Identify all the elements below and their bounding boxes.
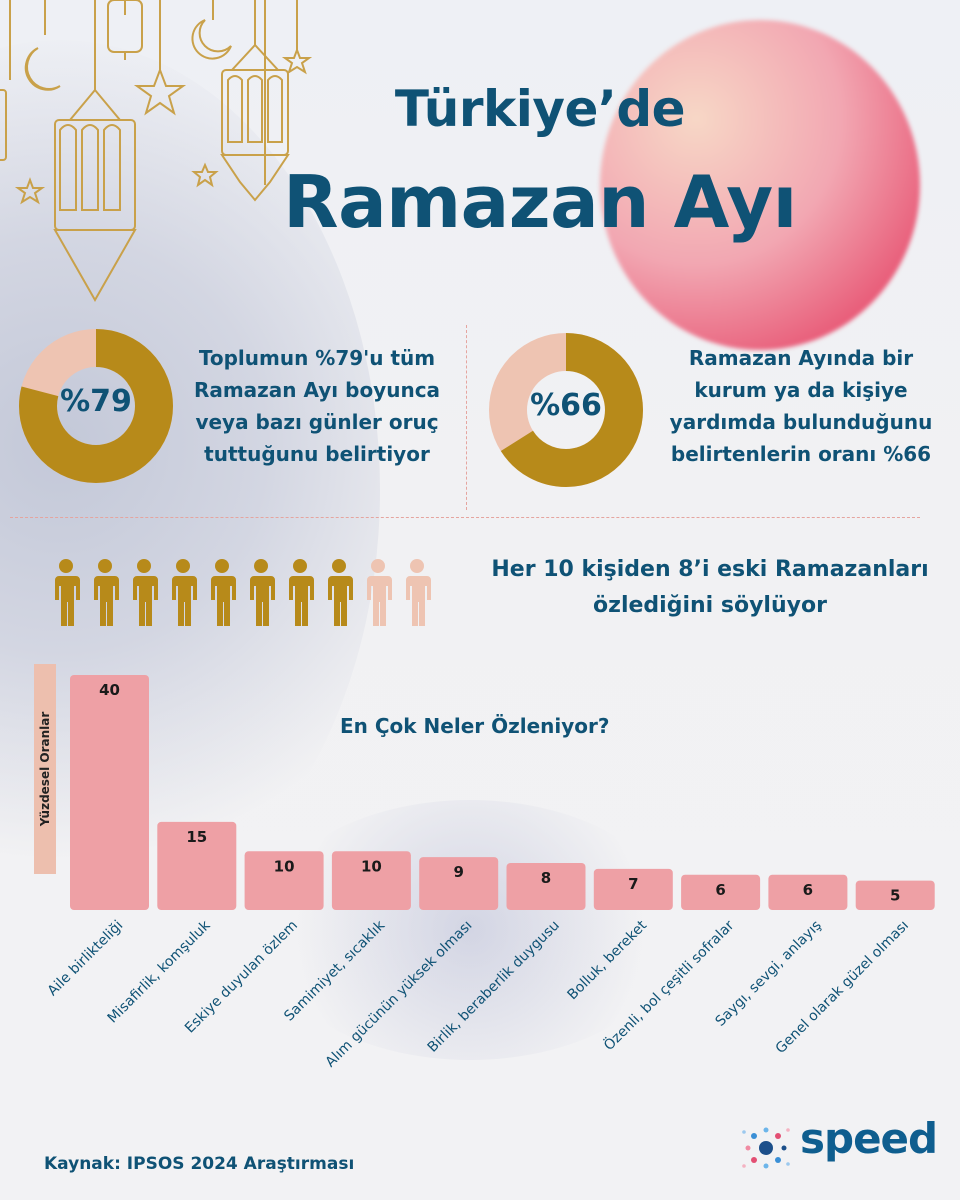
title-line-2: Ramazan Ayı (283, 160, 797, 244)
stat-line: veya bazı günler oruç (195, 410, 439, 434)
donut-chart-79 (19, 329, 173, 483)
bar-value-label: 7 (628, 875, 638, 893)
person-icon-filled (133, 559, 158, 626)
bar-value-label: 15 (186, 828, 207, 846)
person-icon-empty (406, 559, 431, 626)
person-icon-filled (211, 559, 236, 626)
chart-title: En Çok Neler Özleniyor? (340, 714, 610, 738)
title-line-1: Türkiye’de (394, 80, 686, 138)
donut-value-79: %79 (60, 384, 132, 419)
vertical-divider (466, 325, 467, 510)
bar-value-label: 9 (453, 863, 463, 881)
ramadan-lantern-decoration (0, 0, 313, 303)
y-axis-label-box (34, 664, 56, 874)
people-icon-row (55, 559, 431, 626)
donut-value-66: %66 (530, 388, 602, 423)
bar-4 (331, 851, 411, 910)
bar-value-label: 40 (99, 681, 120, 699)
person-icon-empty (367, 559, 392, 626)
category-label: Bolluk, bereket (564, 917, 650, 1003)
stat-line: tuttuğunu belirtiyor (204, 442, 430, 466)
bar-value-label: 8 (541, 869, 551, 887)
people-stat-line: özlediğini söylüyor (593, 593, 827, 618)
person-icon-filled (250, 559, 275, 626)
bar-7 (593, 868, 673, 910)
stat-text-66: Ramazan Ayında bir kurum ya da kişiye ya… (656, 342, 946, 470)
bar-2 (157, 821, 237, 910)
stat-line: Ramazan Ayı boyunca (193, 378, 441, 402)
stat-line: Toplumun %79'u tüm (198, 346, 436, 370)
donut-value-segment (489, 333, 643, 487)
person-icon-filled (94, 559, 119, 626)
bar-1 (70, 675, 149, 910)
stat-line: belirtenlerin oranı %66 (670, 442, 932, 466)
donut-chart-66 (489, 333, 643, 487)
bar-5 (419, 857, 499, 910)
donut-value-segment (19, 329, 173, 483)
bar-6 (506, 863, 586, 910)
category-label: Alım gücünün yüksek olması (322, 918, 475, 1071)
stat-line: Ramazan Ayında bir (688, 346, 914, 370)
speed-logo-text: speed (800, 1114, 938, 1163)
bar-value-label: 6 (803, 881, 813, 899)
person-icon-filled (172, 559, 197, 626)
person-icon-filled (55, 559, 80, 626)
bar-8 (681, 874, 761, 910)
people-stat-line: Her 10 kişiden 8’i eski Ramazanları (491, 557, 929, 582)
bar-value-label: 10 (361, 857, 382, 875)
source-note: Kaynak: IPSOS 2024 Araştırması (44, 1154, 355, 1174)
bar-value-label: 5 (890, 887, 900, 905)
speed-logo-icon (742, 1127, 790, 1169)
category-label: Aile birlikteliği (45, 918, 127, 1000)
bar-10 (855, 880, 935, 910)
bar-9 (768, 874, 848, 910)
stat-line: yardımda bulunduğunu (669, 410, 933, 434)
background-glow-middle (260, 800, 680, 1060)
bar-value-label: 6 (715, 881, 725, 899)
person-icon-filled (328, 559, 353, 626)
bar-value-label: 10 (274, 857, 295, 875)
bar-3 (244, 851, 324, 910)
people-stat-text: Her 10 kişiden 8’i eski Ramazanları özle… (440, 552, 960, 624)
person-icon-filled (289, 559, 314, 626)
horizontal-divider (10, 517, 920, 518)
pink-gradient-circle (600, 20, 920, 350)
stat-line: kurum ya da kişiye (694, 378, 908, 402)
stat-text-79: Toplumun %79'u tüm Ramazan Ayı boyunca v… (182, 342, 452, 470)
